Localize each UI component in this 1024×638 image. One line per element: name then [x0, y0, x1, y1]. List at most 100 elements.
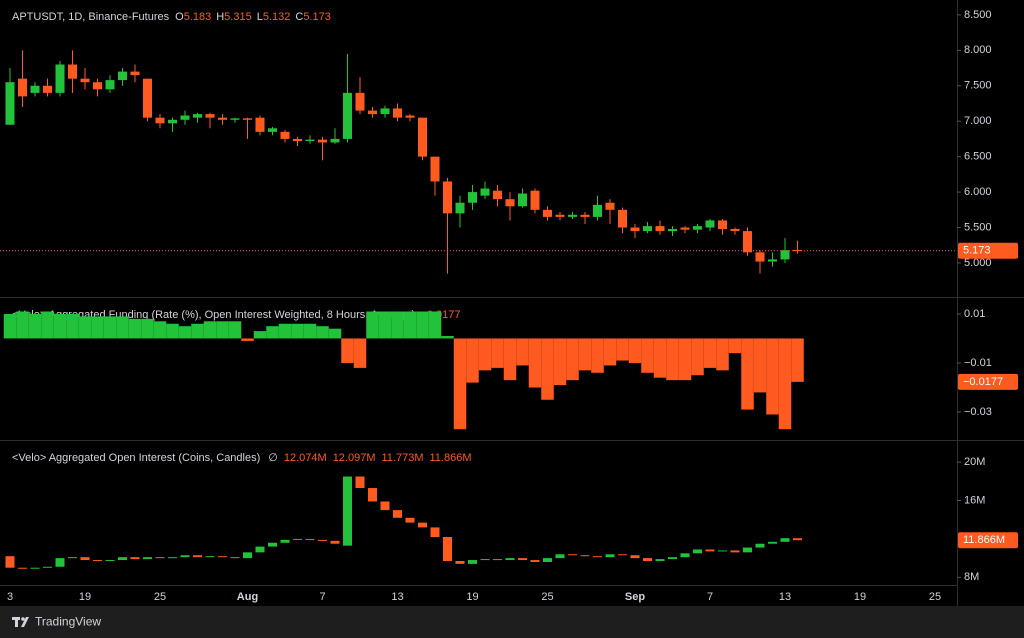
candle-body — [18, 78, 27, 97]
funding-bar — [541, 338, 554, 400]
candle-body — [730, 228, 740, 232]
funding-bar — [78, 316, 92, 339]
candle-body — [680, 553, 690, 558]
funding-bar — [166, 323, 179, 339]
candle-body — [580, 214, 590, 217]
funding-bar — [453, 338, 467, 430]
last-value-tag — [958, 373, 1018, 390]
candle-body — [680, 227, 690, 230]
header-value: 11.866M — [430, 452, 472, 464]
y-tick-label: 5.000 — [964, 257, 992, 269]
y-tick-label: 8.500 — [964, 9, 992, 21]
candle-body — [380, 108, 390, 115]
candle-body — [793, 538, 802, 541]
x-tick-label: 25 — [929, 591, 941, 603]
funding-bar — [703, 338, 717, 368]
candle-body — [230, 118, 240, 120]
x-tick-label: 19 — [79, 591, 91, 603]
y-tick-label: 6.000 — [964, 186, 992, 198]
funding-bar — [141, 318, 154, 339]
candle-body — [368, 110, 377, 115]
y-tick-label: −0.03 — [964, 406, 992, 418]
candle-body — [218, 117, 227, 120]
funding-bar — [741, 338, 754, 410]
funding-bar — [216, 321, 229, 339]
candle-body — [668, 228, 677, 232]
funding-bar — [553, 338, 567, 386]
funding-bar — [328, 328, 342, 339]
candle-body — [418, 522, 427, 528]
candle-body — [593, 556, 602, 558]
candle-body — [568, 554, 577, 556]
funding-bar — [653, 338, 667, 378]
candle-body — [168, 557, 177, 559]
funding-bar — [428, 311, 442, 339]
candle-body — [655, 559, 665, 561]
candle-body — [105, 80, 115, 90]
pane-header: APTUSDT, 1D, Binance-Futures O5.183 H5.315… — [12, 11, 331, 23]
candle-body — [118, 557, 127, 561]
candle-body — [693, 549, 702, 554]
funding-bar — [466, 338, 479, 383]
candle-body — [255, 117, 265, 132]
funding-bar — [666, 338, 679, 381]
funding-bar — [353, 338, 367, 368]
candle-body — [730, 550, 740, 553]
x-tick-label: 25 — [154, 591, 166, 603]
candle-body — [768, 259, 777, 262]
brand: TradingView — [35, 615, 101, 629]
candle-body — [205, 114, 215, 118]
funding-bar — [66, 313, 79, 339]
x-tick-label: 13 — [779, 591, 791, 603]
funding-bar — [3, 313, 17, 339]
last-value-tag — [958, 532, 1018, 549]
funding-bar — [253, 331, 267, 339]
funding-bar — [378, 311, 392, 339]
y-tick-label: 8.000 — [964, 44, 992, 56]
candle-body — [205, 556, 215, 558]
last-value-label: 11.866M — [963, 534, 1005, 546]
funding-bar — [491, 338, 504, 368]
candle-body — [430, 527, 440, 537]
candle-body — [655, 226, 665, 232]
candle-body — [780, 250, 790, 260]
candle-body — [368, 488, 377, 502]
candle-body — [305, 139, 315, 142]
chart-background — [0, 0, 1024, 606]
x-tick-label: 3 — [7, 591, 13, 603]
header-symbol: ∅ — [268, 452, 278, 464]
candle-body — [193, 114, 202, 118]
candle-body — [718, 550, 727, 552]
candle-body — [630, 227, 640, 232]
candle-body — [555, 214, 565, 217]
funding-bar — [603, 338, 617, 366]
candle-body — [55, 558, 65, 567]
candle-body — [80, 557, 90, 561]
funding-bar — [778, 338, 792, 430]
candle-body — [430, 156, 440, 182]
funding-bar — [116, 316, 129, 339]
candle-body — [155, 557, 165, 559]
candle-body — [480, 559, 490, 561]
funding-bar — [691, 338, 704, 376]
funding-bar — [278, 323, 292, 339]
candle-body — [443, 181, 452, 214]
candle-body — [55, 64, 65, 93]
x-tick-label: 13 — [391, 591, 403, 603]
candle-body — [218, 556, 227, 558]
candle-body — [343, 92, 352, 139]
candle-body — [130, 557, 140, 560]
candle-body — [693, 226, 702, 230]
candle-body — [93, 82, 102, 90]
funding-bar — [678, 338, 692, 381]
candle-body — [518, 558, 527, 561]
ohlc-value: 5.315 — [224, 11, 252, 23]
funding-bar — [266, 326, 279, 339]
candle-body — [30, 567, 40, 569]
funding-bar — [303, 323, 317, 339]
funding-bar — [178, 326, 192, 339]
ohlc-value: 5.132 — [263, 11, 291, 23]
candle-body — [268, 128, 277, 132]
candle-body — [618, 554, 627, 556]
